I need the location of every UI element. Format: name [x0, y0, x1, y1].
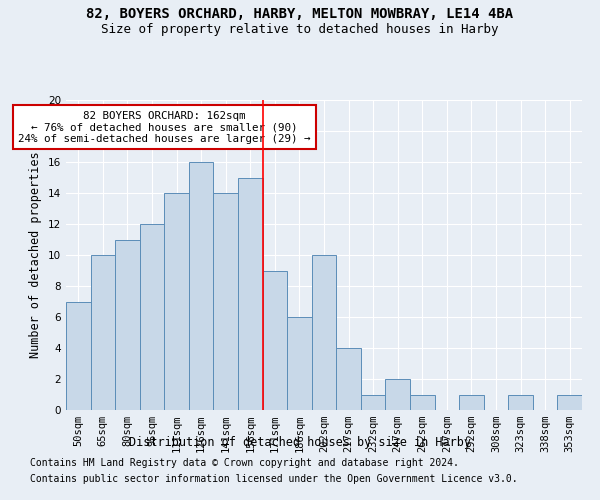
- Bar: [459, 394, 484, 410]
- Bar: [508, 394, 533, 410]
- Bar: [263, 270, 287, 410]
- Bar: [361, 394, 385, 410]
- Bar: [385, 379, 410, 410]
- Bar: [287, 317, 312, 410]
- Bar: [140, 224, 164, 410]
- Bar: [312, 255, 336, 410]
- Bar: [557, 394, 582, 410]
- Text: 82 BOYERS ORCHARD: 162sqm
← 76% of detached houses are smaller (90)
24% of semi-: 82 BOYERS ORCHARD: 162sqm ← 76% of detac…: [18, 111, 311, 144]
- Text: Size of property relative to detached houses in Harby: Size of property relative to detached ho…: [101, 22, 499, 36]
- Bar: [336, 348, 361, 410]
- Y-axis label: Number of detached properties: Number of detached properties: [29, 152, 43, 358]
- Bar: [214, 193, 238, 410]
- Text: 82, BOYERS ORCHARD, HARBY, MELTON MOWBRAY, LE14 4BA: 82, BOYERS ORCHARD, HARBY, MELTON MOWBRA…: [86, 8, 514, 22]
- Bar: [238, 178, 263, 410]
- Bar: [91, 255, 115, 410]
- Bar: [66, 302, 91, 410]
- Text: Contains public sector information licensed under the Open Government Licence v3: Contains public sector information licen…: [30, 474, 518, 484]
- Bar: [189, 162, 214, 410]
- Text: Distribution of detached houses by size in Harby: Distribution of detached houses by size …: [129, 436, 471, 449]
- Bar: [410, 394, 434, 410]
- Bar: [164, 193, 189, 410]
- Text: Contains HM Land Registry data © Crown copyright and database right 2024.: Contains HM Land Registry data © Crown c…: [30, 458, 459, 468]
- Bar: [115, 240, 140, 410]
